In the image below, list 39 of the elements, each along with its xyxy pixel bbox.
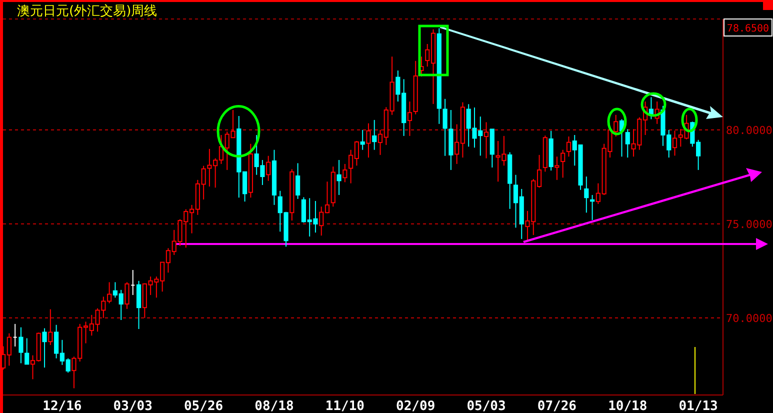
candlestick (342, 163, 348, 183)
candlestick (407, 101, 412, 136)
candlestick (372, 119, 377, 150)
candlestick (296, 162, 300, 200)
chart-title: 澳元日元(外汇交易)周线 (17, 3, 158, 19)
x-tick-label: 03/03 (113, 399, 152, 413)
candlestick (366, 122, 371, 158)
y-tick-label: 70.0000 (726, 312, 772, 325)
y-tick-label: 75.0000 (726, 218, 772, 231)
candlestick (560, 149, 566, 178)
x-tick-label: 12/16 (42, 399, 82, 413)
candlestick (18, 326, 24, 364)
x-tick-label: 02/09 (396, 399, 436, 413)
x-tick-label: 07/26 (537, 399, 577, 413)
x-tick-label: 01/13 (678, 399, 718, 413)
candlestick (136, 280, 142, 330)
candlestick (48, 308, 53, 346)
candlestick (266, 155, 271, 182)
candlestick (566, 136, 572, 158)
candlestick (360, 129, 365, 150)
candlestick (484, 122, 489, 159)
candlestick (24, 338, 30, 365)
candlestick (42, 328, 47, 368)
candlestick (590, 194, 595, 220)
candlestick (554, 156, 560, 180)
y-tick-label: 80.0000 (726, 124, 772, 137)
candlestick (336, 160, 342, 196)
x-tick-label: 11/10 (325, 399, 365, 413)
text: 78.6500 (726, 24, 770, 34)
x-tick-label: 05/03 (466, 399, 506, 413)
candlestick (12, 323, 18, 347)
candlestick (648, 96, 654, 120)
x-tick-label: 08/18 (254, 399, 294, 413)
candlestick (625, 128, 630, 158)
x-tick-label: 05/26 (184, 399, 224, 413)
x-tick-label: 10/18 (608, 399, 648, 413)
candlestick (584, 176, 589, 214)
candlestick (130, 269, 136, 296)
candlestick (124, 282, 130, 310)
